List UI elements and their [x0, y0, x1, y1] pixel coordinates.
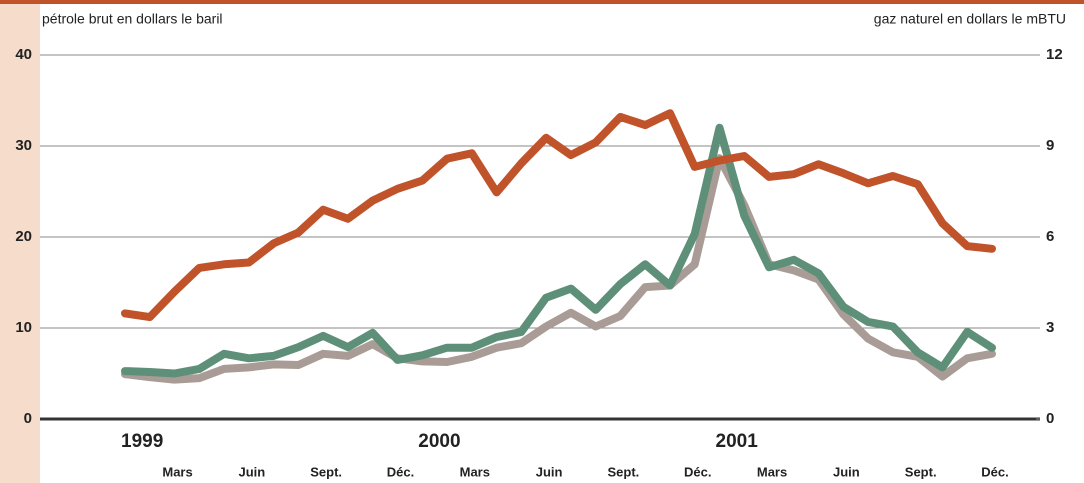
x-tick-label: Déc. — [684, 464, 711, 479]
year-label: 2000 — [418, 431, 460, 452]
y2-tick-label: 6 — [1046, 228, 1054, 245]
y-tick-label: 0 — [24, 410, 32, 427]
top-rule — [0, 0, 1084, 4]
y2-tick-label: 12 — [1046, 46, 1063, 63]
y-tick-label: 10 — [15, 319, 32, 336]
y2-tick-label: 3 — [1046, 319, 1054, 336]
y-tick-label: 20 — [15, 228, 32, 245]
x-tick-label: Mars — [162, 464, 192, 479]
x-tick-label: Juin — [536, 464, 563, 479]
year-label: 1999 — [121, 431, 163, 452]
y-axis-label: pétrole brut en dollars le baril — [42, 11, 223, 27]
x-tick-label: Sept. — [608, 464, 640, 479]
series-line — [121, 123, 996, 378]
y2-tick-label: 0 — [1046, 410, 1054, 427]
x-tick-label: Déc. — [387, 464, 414, 479]
x-tick-label: Juin — [238, 464, 265, 479]
y-tick-label: 40 — [15, 46, 32, 63]
y-tick-label: 30 — [15, 137, 32, 154]
side-band — [0, 0, 40, 483]
x-tick-label: Déc. — [981, 464, 1008, 479]
year-label: 2001 — [716, 431, 759, 452]
x-tick-label: Mars — [757, 464, 787, 479]
x-tick-label: Mars — [460, 464, 490, 479]
x-tick-label: Sept. — [905, 464, 937, 479]
y2-tick-label: 9 — [1046, 137, 1054, 154]
y2-axis-label: gaz naturel en dollars le mBTU — [874, 11, 1066, 27]
series-line — [121, 109, 996, 322]
x-tick-label: Juin — [833, 464, 860, 479]
x-tick-label: Sept. — [310, 464, 342, 479]
series-line — [121, 154, 996, 384]
